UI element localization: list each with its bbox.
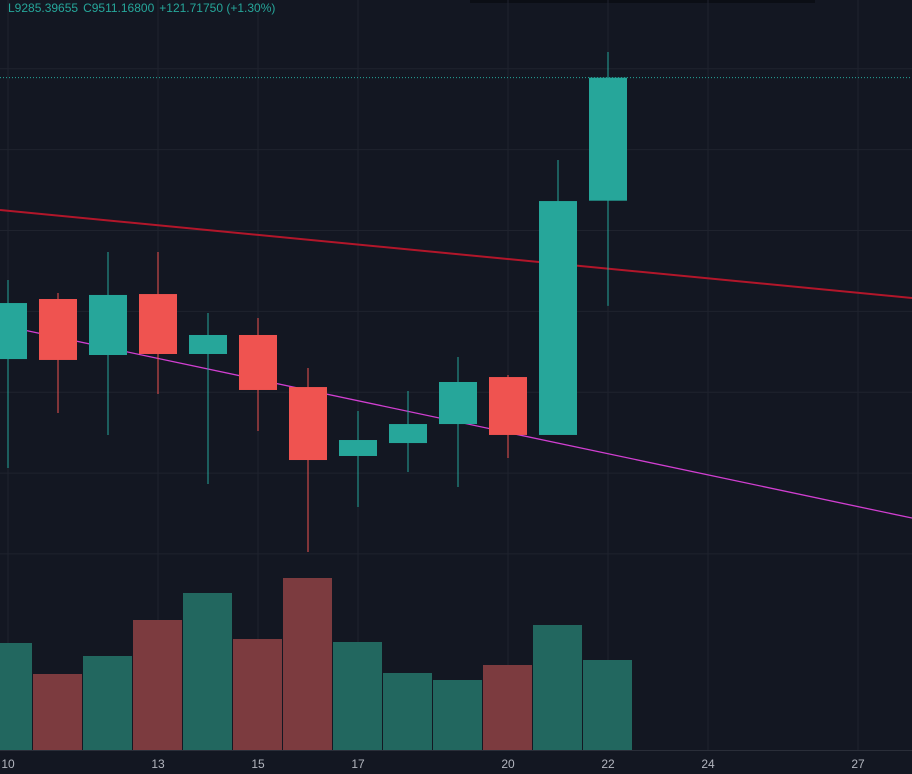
- volume-bar: [233, 639, 282, 750]
- candle-body: [89, 294, 127, 356]
- x-tick-label: 10: [1, 757, 15, 771]
- candle-body: [339, 440, 377, 456]
- x-tick-label: 24: [701, 757, 715, 771]
- ohlc-value: L9285.39655: [8, 1, 78, 15]
- candle-body: [0, 303, 27, 360]
- ohlc-value: +121.71750 (+1.30%): [159, 1, 275, 15]
- candle-body: [489, 377, 527, 435]
- volume-bar: [383, 673, 432, 750]
- candle-body: [439, 381, 477, 425]
- candle-body: [589, 77, 627, 201]
- top-panel-edge: [470, 0, 815, 3]
- x-tick-label: 22: [601, 757, 615, 771]
- candle-body: [289, 387, 327, 461]
- x-tick-label: 15: [251, 757, 265, 771]
- candle-body: [189, 334, 227, 354]
- volume-bar: [183, 593, 232, 750]
- volume-bar: [533, 625, 582, 750]
- volume-bar: [583, 660, 632, 750]
- x-tick-label: 27: [851, 757, 865, 771]
- volume-bar: [483, 665, 532, 750]
- candle-body: [39, 299, 77, 360]
- volume-bar: [333, 642, 382, 750]
- candle-body: [139, 294, 177, 354]
- ohlc-value: C9511.16800: [83, 1, 155, 15]
- volume-bar: [0, 643, 32, 750]
- candle-body: [389, 424, 427, 444]
- candle-body: [539, 201, 577, 435]
- x-tick-label: 20: [501, 757, 515, 771]
- candle-body: [239, 334, 277, 390]
- volume-bar: [283, 578, 332, 750]
- x-tick-label: 13: [151, 757, 165, 771]
- trend-line: [0, 209, 912, 299]
- volume-bar: [83, 656, 132, 750]
- x-tick-label: 17: [351, 757, 365, 771]
- volume-bar: [433, 680, 482, 750]
- volume-bar: [33, 674, 82, 750]
- volume-bar: [133, 620, 182, 750]
